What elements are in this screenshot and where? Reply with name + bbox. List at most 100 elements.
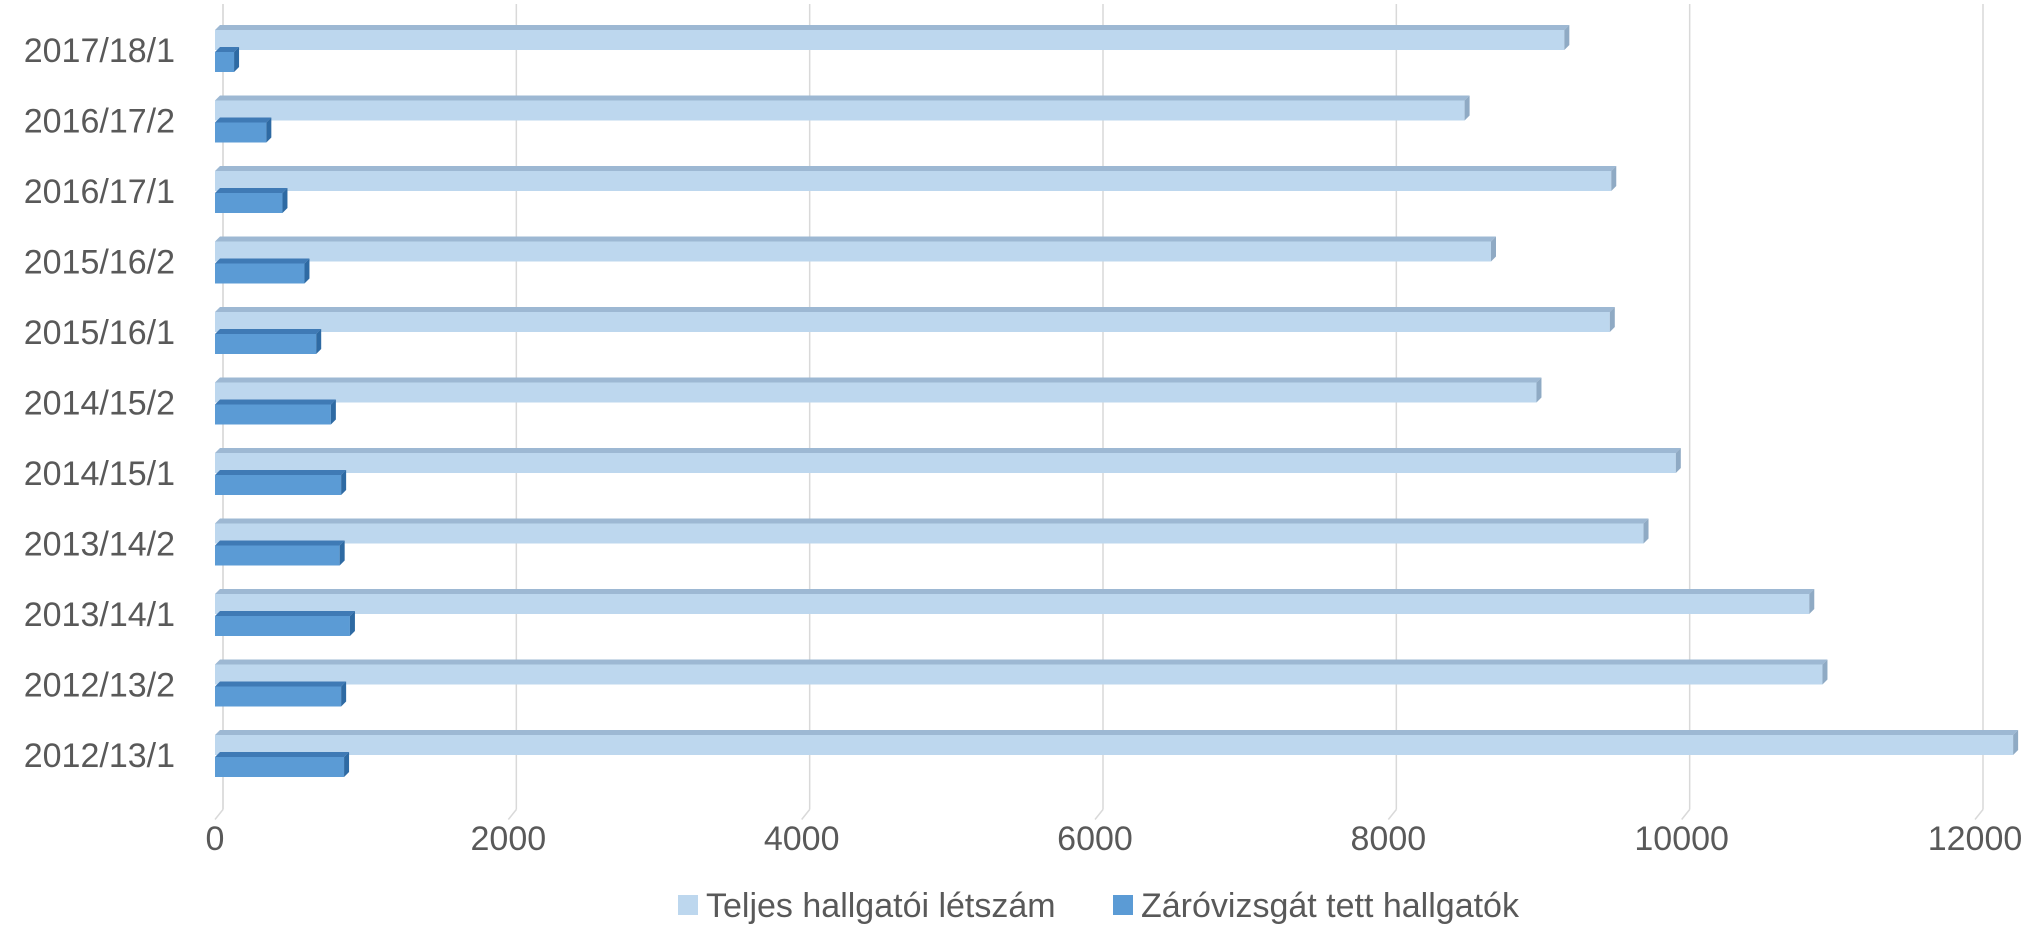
bar-front-face bbox=[215, 475, 342, 495]
bar-front-face bbox=[215, 545, 340, 566]
bar-side-face bbox=[304, 258, 310, 284]
bar-side-face bbox=[1809, 589, 1815, 614]
bar-front-face bbox=[215, 193, 283, 213]
bar-front-face bbox=[215, 616, 350, 636]
bar-total-2015/16/2 bbox=[215, 236, 1496, 262]
bar-top-face bbox=[215, 659, 1828, 665]
x-tick-12000: 12000 bbox=[1928, 820, 2023, 858]
bar-graduates-2016/17/1 bbox=[215, 188, 288, 213]
bar-total-2013/14/1 bbox=[215, 589, 1815, 614]
legend: Teljes hallgatói létszám Záróvizsgát tet… bbox=[678, 887, 1520, 925]
legend-label-graduates: Záróvizsgát tett hallgatók bbox=[1141, 887, 1520, 925]
x-tick-8000: 8000 bbox=[1351, 820, 1427, 858]
bar-top-face bbox=[215, 117, 272, 123]
bar-graduates-2016/17/2 bbox=[215, 117, 272, 143]
legend-swatch-graduates bbox=[1113, 895, 1133, 915]
bar-side-face bbox=[1643, 518, 1649, 544]
bar-graduates-2013/14/1 bbox=[215, 611, 355, 636]
bar-top-face bbox=[215, 329, 322, 334]
category-label-2012/13/2: 2012/13/2 bbox=[24, 667, 175, 705]
bar-total-2016/17/2 bbox=[215, 95, 1470, 121]
category-label-2014/15/2: 2014/15/2 bbox=[24, 385, 175, 423]
gridline-floor-2 bbox=[801, 809, 811, 820]
bar-total-2012/13/1 bbox=[215, 730, 2019, 755]
bar-side-face bbox=[234, 47, 240, 72]
category-label-2015/16/1: 2015/16/1 bbox=[24, 314, 175, 352]
bar-front-face bbox=[215, 382, 1537, 403]
bar-front-face bbox=[215, 757, 345, 777]
bar-graduates-2015/16/2 bbox=[215, 258, 310, 284]
gridlines bbox=[214, 4, 1984, 820]
legend-label-total: Teljes hallgatói létszám bbox=[706, 887, 1056, 925]
bar-side-face bbox=[1564, 25, 1570, 50]
bar-top-face bbox=[215, 47, 240, 52]
bar-side-face bbox=[1491, 236, 1496, 262]
gridline-floor-3 bbox=[1094, 809, 1104, 820]
bar-front-face bbox=[215, 30, 1565, 50]
bar-graduates-2015/16/1 bbox=[215, 329, 322, 354]
x-tick-6000: 6000 bbox=[1057, 820, 1133, 858]
bar-side-face bbox=[1822, 659, 1828, 685]
bar-graduates-2014/15/2 bbox=[215, 399, 336, 425]
bar-side-face bbox=[339, 540, 345, 566]
bar-side-face bbox=[344, 752, 350, 777]
category-labels: 2017/18/1 2016/17/2 2016/17/1 2015/16/2 2015… bbox=[24, 32, 175, 775]
bar-top-face bbox=[215, 540, 345, 546]
gridline-floor-1 bbox=[507, 809, 517, 820]
gridline-floor-4 bbox=[1387, 809, 1397, 820]
x-tick-10000: 10000 bbox=[1634, 820, 1729, 858]
bars bbox=[215, 25, 2019, 777]
bar-top-face bbox=[215, 681, 347, 687]
bar-top-face bbox=[215, 611, 355, 616]
bar-front-face bbox=[215, 686, 342, 707]
bar-side-face bbox=[349, 611, 355, 636]
x-axis-ticks: 0 2000 4000 6000 8000 10000 12000 bbox=[206, 820, 2023, 858]
bar-side-face bbox=[341, 470, 347, 495]
gridline-floor-6 bbox=[1974, 809, 1984, 820]
bar-top-face bbox=[215, 377, 1542, 383]
bar-front-face bbox=[215, 594, 1810, 614]
bar-graduates-2014/15/1 bbox=[215, 470, 347, 495]
bar-side-face bbox=[266, 117, 272, 143]
bar-side-face bbox=[341, 681, 347, 707]
gridline-floor-0 bbox=[214, 809, 224, 820]
bar-top-face bbox=[215, 470, 347, 475]
bar-graduates-2013/14/2 bbox=[215, 540, 345, 566]
bar-side-face bbox=[2013, 730, 2019, 755]
bar-side-face bbox=[1464, 95, 1470, 121]
bar-total-2012/13/2 bbox=[215, 659, 1828, 685]
bar-front-face bbox=[215, 735, 2014, 755]
bar-front-face bbox=[215, 404, 331, 425]
bar-top-face bbox=[215, 188, 288, 193]
bar-top-face bbox=[215, 518, 1649, 524]
category-label-2016/17/1: 2016/17/1 bbox=[24, 173, 175, 211]
bar-front-face bbox=[215, 100, 1465, 121]
bar-side-face bbox=[1609, 307, 1615, 332]
x-tick-0: 0 bbox=[206, 820, 225, 858]
bar-top-face bbox=[215, 307, 1615, 312]
category-label-2013/14/2: 2013/14/2 bbox=[24, 526, 175, 564]
bar-front-face bbox=[215, 312, 1610, 332]
bar-side-face bbox=[1611, 166, 1617, 191]
bar-top-face bbox=[215, 95, 1470, 101]
bar-front-face bbox=[215, 523, 1644, 544]
bar-front-face bbox=[215, 453, 1676, 473]
x-tick-2000: 2000 bbox=[471, 820, 547, 858]
bar-total-2017/18/1 bbox=[215, 25, 1570, 50]
bar-graduates-2017/18/1 bbox=[215, 47, 240, 72]
bar-total-2016/17/1 bbox=[215, 166, 1617, 191]
bar-front-face bbox=[215, 334, 317, 354]
bar-top-face bbox=[215, 25, 1570, 30]
bar-total-2014/15/2 bbox=[215, 377, 1542, 403]
gridline-floor-5 bbox=[1681, 809, 1691, 820]
category-label-2017/18/1: 2017/18/1 bbox=[24, 32, 175, 70]
bar-top-face bbox=[215, 730, 2019, 735]
bar-top-face bbox=[215, 752, 350, 757]
category-label-2014/15/1: 2014/15/1 bbox=[24, 455, 175, 493]
bar-top-face bbox=[215, 399, 336, 405]
bar-top-face bbox=[215, 448, 1681, 453]
category-label-2013/14/1: 2013/14/1 bbox=[24, 596, 175, 634]
bar-total-2013/14/2 bbox=[215, 518, 1649, 544]
bar-total-2015/16/1 bbox=[215, 307, 1615, 332]
